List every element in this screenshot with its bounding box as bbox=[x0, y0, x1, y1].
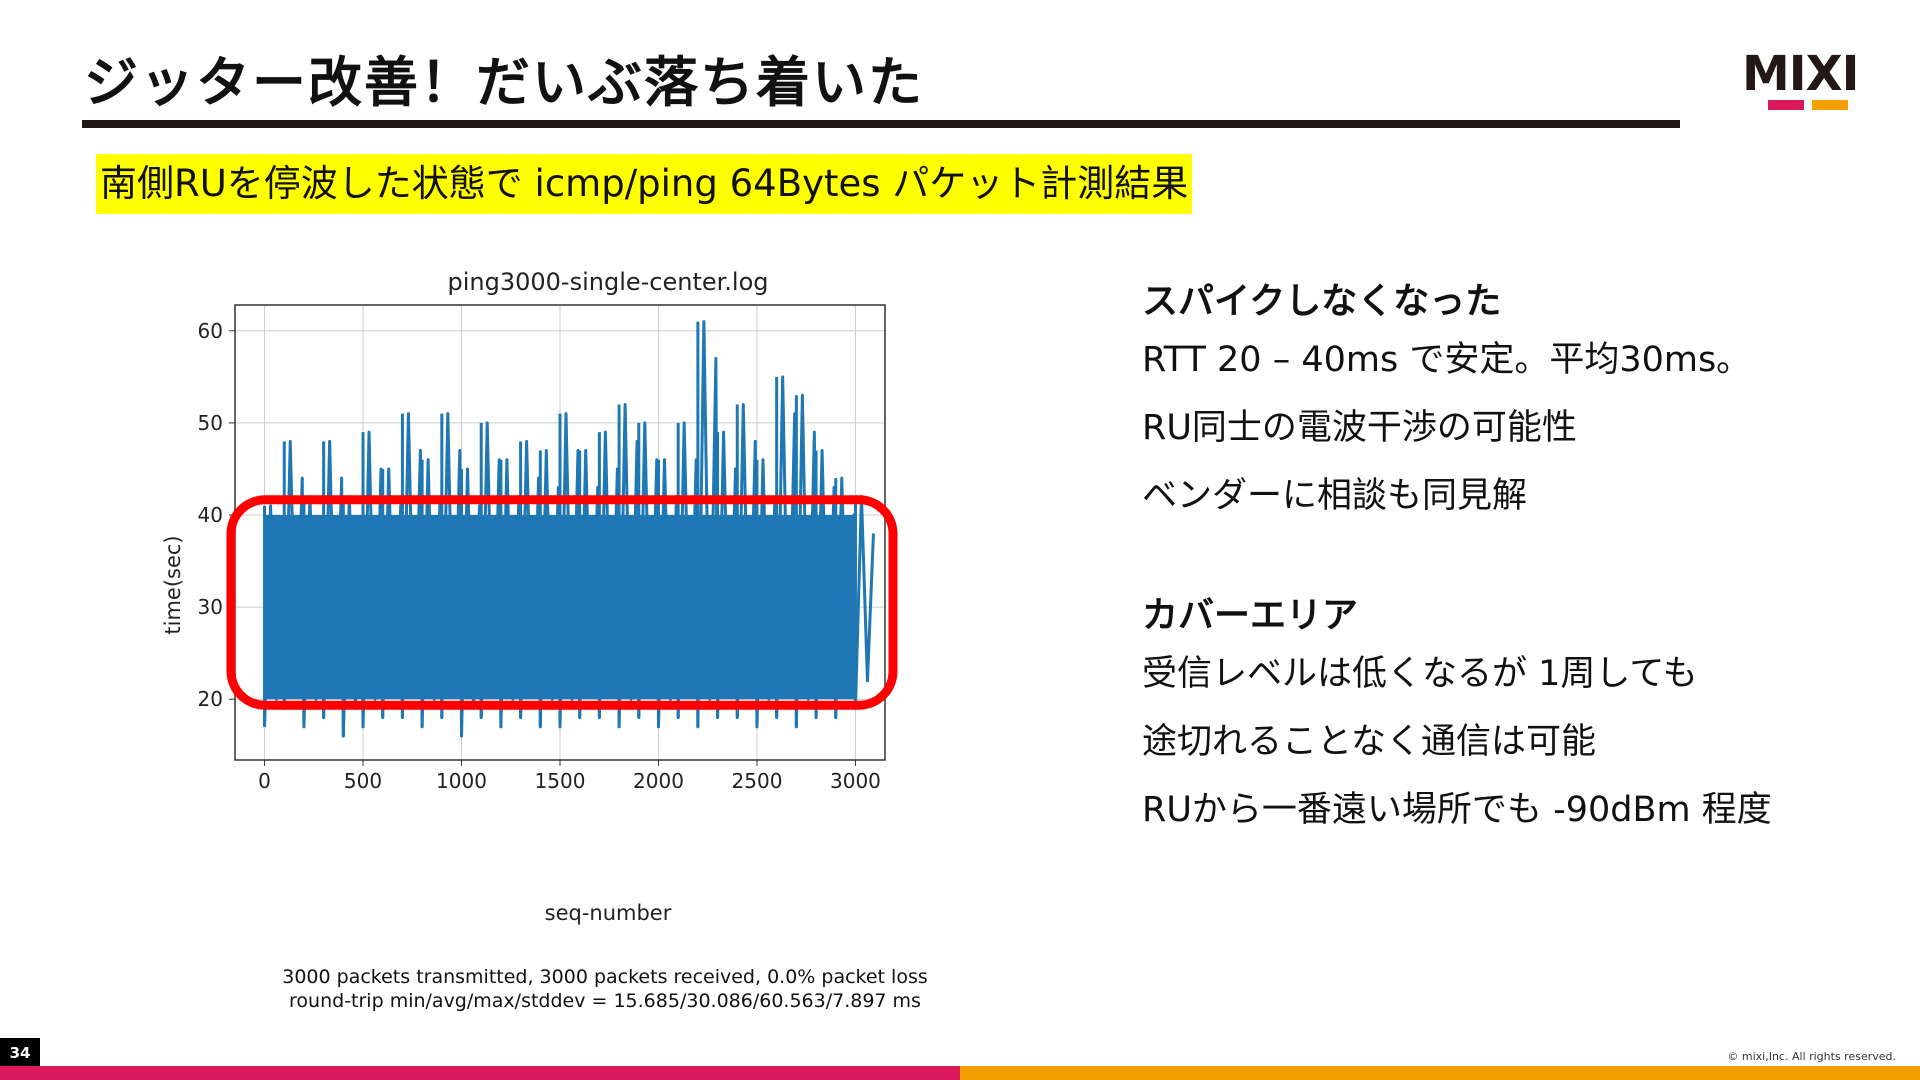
title-underline bbox=[82, 120, 1680, 128]
logo-bar-orange bbox=[1812, 100, 1848, 110]
y-tick-label: 40 bbox=[198, 503, 223, 527]
section-heading-spike: スパイクしなくなった bbox=[1142, 281, 1502, 322]
y-tick-label: 30 bbox=[198, 595, 223, 619]
y-axis-label: time(sec) bbox=[161, 535, 185, 634]
x-tick-label: 3000 bbox=[830, 769, 881, 793]
section-heading-coverage: カバーエリア bbox=[1142, 595, 1359, 636]
y-tick-label: 60 bbox=[198, 319, 223, 343]
finding-line: RTT 20 – 40ms で安定。平均30ms。 bbox=[1142, 340, 1752, 380]
x-tick-label: 2000 bbox=[633, 769, 684, 793]
tick-layer: 0 500 1000 1500 2000 2500 3000 20 30 40 50 60 bbox=[198, 319, 881, 793]
logo-bar-pink bbox=[1768, 100, 1804, 110]
stats-line-2: round-trip min/avg/max/stddev = 15.685/3… bbox=[289, 990, 921, 1012]
coverage-line: 途切れることなく通信は可能 bbox=[1142, 722, 1596, 762]
x-tick-label: 2500 bbox=[732, 769, 783, 793]
x-axis-label: seq-number bbox=[545, 901, 672, 925]
stats-line-1: 3000 packets transmitted, 3000 packets r… bbox=[282, 966, 928, 988]
findings-column: スパイクしなくなった RTT 20 – 40ms で安定。平均30ms。 RU同… bbox=[1142, 278, 1882, 844]
finding-line: ベンダーに相談も同見解 bbox=[1142, 476, 1528, 516]
finding-line: RU同士の電波干渉の可能性 bbox=[1142, 408, 1577, 448]
mixi-logo: MIXI bbox=[1742, 50, 1870, 114]
chart-title: ping3000-single-center.log bbox=[447, 268, 768, 296]
page-number: 34 bbox=[0, 1038, 40, 1068]
copyright-notice: © mixi,Inc. All rights reserved. bbox=[1727, 1050, 1896, 1063]
coverage-line: RUから一番遠い場所でも -90dBm 程度 bbox=[1142, 790, 1772, 830]
x-tick-label: 500 bbox=[344, 769, 382, 793]
series-layer bbox=[263, 320, 875, 738]
ping-chart-svg: ping3000-single-center.log 0 500 1000 1500 2… bbox=[161, 268, 898, 925]
x-tick-label: 1500 bbox=[535, 769, 586, 793]
x-tick-label: 0 bbox=[258, 769, 271, 793]
logo-text: MIXI bbox=[1742, 46, 1860, 102]
y-tick-label: 50 bbox=[198, 411, 223, 435]
footer-bar-orange bbox=[960, 1066, 1920, 1080]
x-tick-label: 1000 bbox=[436, 769, 487, 793]
rtt-series-line bbox=[263, 320, 875, 738]
annotation-highlight-box bbox=[226, 495, 898, 710]
y-tick-label: 20 bbox=[198, 687, 223, 711]
footer-bar-pink bbox=[0, 1066, 960, 1080]
ping-chart: ping3000-single-center.log 0 500 1000 1500 2… bbox=[150, 255, 1000, 935]
coverage-line: 受信レベルは低くなるが 1周しても bbox=[1142, 654, 1698, 694]
highlighted-subtitle: 南側RUを停波した状態で icmp/ping 64Bytes パケット計測結果 bbox=[96, 154, 1193, 214]
slide-title: ジッター改善！だいぶ落ち着いた bbox=[84, 51, 924, 114]
ping-statistics: 3000 packets transmitted, 3000 packets r… bbox=[240, 965, 970, 1013]
